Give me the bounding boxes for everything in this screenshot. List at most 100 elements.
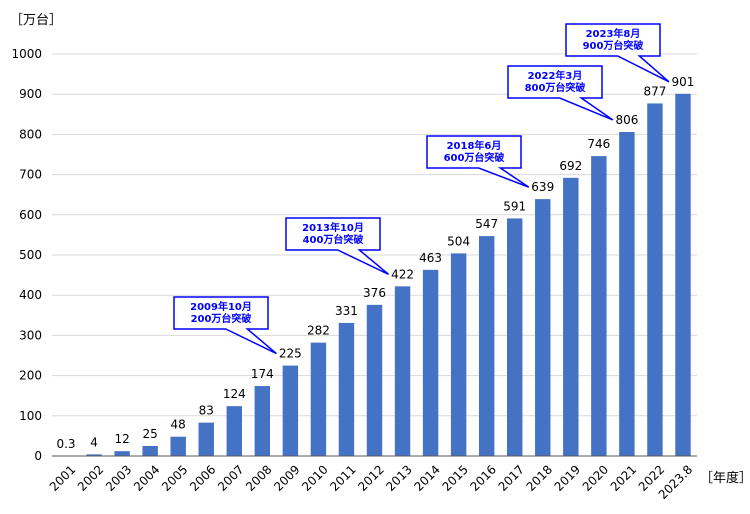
x-tick-label: 2006	[187, 462, 218, 493]
x-tick-label: 2021	[608, 462, 639, 493]
data-label: 639	[531, 180, 554, 194]
data-label: 4	[90, 435, 98, 449]
bar	[282, 365, 299, 456]
y-tick-label: 100	[19, 409, 42, 423]
x-tick-label: 2011	[327, 462, 358, 493]
data-label: 463	[419, 251, 442, 265]
data-label: 901	[672, 75, 695, 89]
bar	[86, 454, 102, 456]
x-tick-label: 2013	[383, 462, 414, 493]
bar	[198, 422, 214, 456]
bar	[675, 93, 691, 456]
y-tick-label: 500	[19, 248, 42, 262]
data-label: 547	[475, 217, 498, 231]
data-label: 504	[447, 234, 470, 248]
data-label: 225	[279, 347, 302, 361]
callout-text: 900万台突破	[583, 39, 644, 52]
bars	[58, 93, 691, 457]
bar	[535, 199, 551, 456]
x-tick-label: 2016	[468, 462, 499, 493]
bar	[254, 386, 271, 456]
y-tick-label: 800	[19, 127, 42, 141]
data-labels: 0.3 4 12 25 48 83 124 174 225 282 331 376 422 463 504 5…	[56, 75, 694, 451]
callout-box	[285, 217, 390, 276]
data-label: 124	[223, 387, 246, 401]
x-tick-label: 2005	[159, 462, 190, 493]
y-tick-label: 600	[19, 208, 42, 222]
x-tick-label: 2014	[411, 462, 442, 493]
callout-text: 2018年6月	[447, 139, 502, 152]
bar	[647, 103, 663, 457]
callout-text: 600万台突破	[444, 151, 505, 164]
callout-text: 400万台突破	[303, 233, 364, 246]
x-tick-label: 2012	[355, 462, 386, 493]
x-axis-ticks: 2001200220032004200520062007200820092010…	[47, 462, 695, 502]
x-tick-label: 2001	[47, 462, 78, 493]
y-tick-label: 900	[19, 87, 42, 101]
x-tick-label: 2002	[75, 462, 106, 493]
bar	[563, 177, 579, 457]
x-tick-label: 2009	[271, 462, 302, 493]
callout-text: 800万台突破	[525, 81, 586, 94]
data-label: 692	[559, 159, 582, 173]
bar	[619, 131, 635, 456]
data-label: 48	[171, 418, 186, 432]
callout-text: 2009年10月	[190, 300, 252, 313]
callout-box	[173, 296, 277, 355]
y-tick-label: 1000	[11, 47, 42, 61]
y-tick-label: 0	[34, 449, 42, 463]
bar	[366, 304, 383, 456]
data-label: 12	[114, 432, 129, 446]
x-tick-label: 2003	[103, 462, 134, 493]
y-tick-label: 400	[19, 288, 42, 302]
milestone-callouts: 2009年10月200万台突破2013年10月400万台突破2018年6月600…	[173, 23, 670, 355]
y-tick-label: 200	[19, 369, 42, 383]
data-label: 174	[251, 367, 274, 381]
bar	[142, 445, 158, 456]
callout-box	[565, 23, 670, 83]
bar	[450, 253, 467, 456]
x-tick-label: 2019	[552, 462, 583, 493]
y-tick-label: 700	[19, 168, 42, 182]
data-label: 25	[143, 427, 158, 441]
data-label: 422	[391, 267, 414, 281]
x-tick-label: 2020	[580, 462, 611, 493]
bar	[226, 406, 242, 456]
data-label: 746	[587, 137, 610, 151]
bar	[338, 322, 355, 456]
x-tick-label: 2015	[439, 462, 470, 493]
data-label: 806	[615, 113, 638, 127]
bar	[394, 286, 411, 456]
x-tick-label: 2010	[299, 462, 330, 493]
data-label: 0.3	[56, 437, 75, 451]
callout-box	[426, 135, 530, 188]
x-axis-unit-label: ［年度］	[700, 470, 750, 486]
x-tick-label: 2004	[131, 462, 162, 493]
bar	[591, 156, 607, 456]
data-label: 376	[363, 286, 386, 300]
x-tick-label: 2018	[524, 462, 555, 493]
data-label: 282	[307, 324, 330, 338]
callout-text: 2022年3月	[528, 69, 583, 82]
x-tick-label: 2008	[243, 462, 274, 493]
data-label: 591	[503, 199, 526, 213]
bar	[422, 269, 439, 456]
data-label: 83	[199, 404, 214, 418]
data-label: 331	[335, 304, 358, 318]
callout-text: 2013年10月	[302, 221, 364, 234]
y-tick-label: 300	[19, 328, 42, 342]
bar	[478, 236, 495, 456]
x-tick-label: 2007	[215, 462, 246, 493]
callout-text: 200万台突破	[191, 312, 252, 325]
bar	[170, 436, 186, 456]
callout-text: 2023年8月	[586, 27, 641, 40]
callout-box	[507, 65, 614, 121]
x-tick-label: 2017	[496, 462, 527, 493]
data-label: 877	[643, 84, 666, 98]
